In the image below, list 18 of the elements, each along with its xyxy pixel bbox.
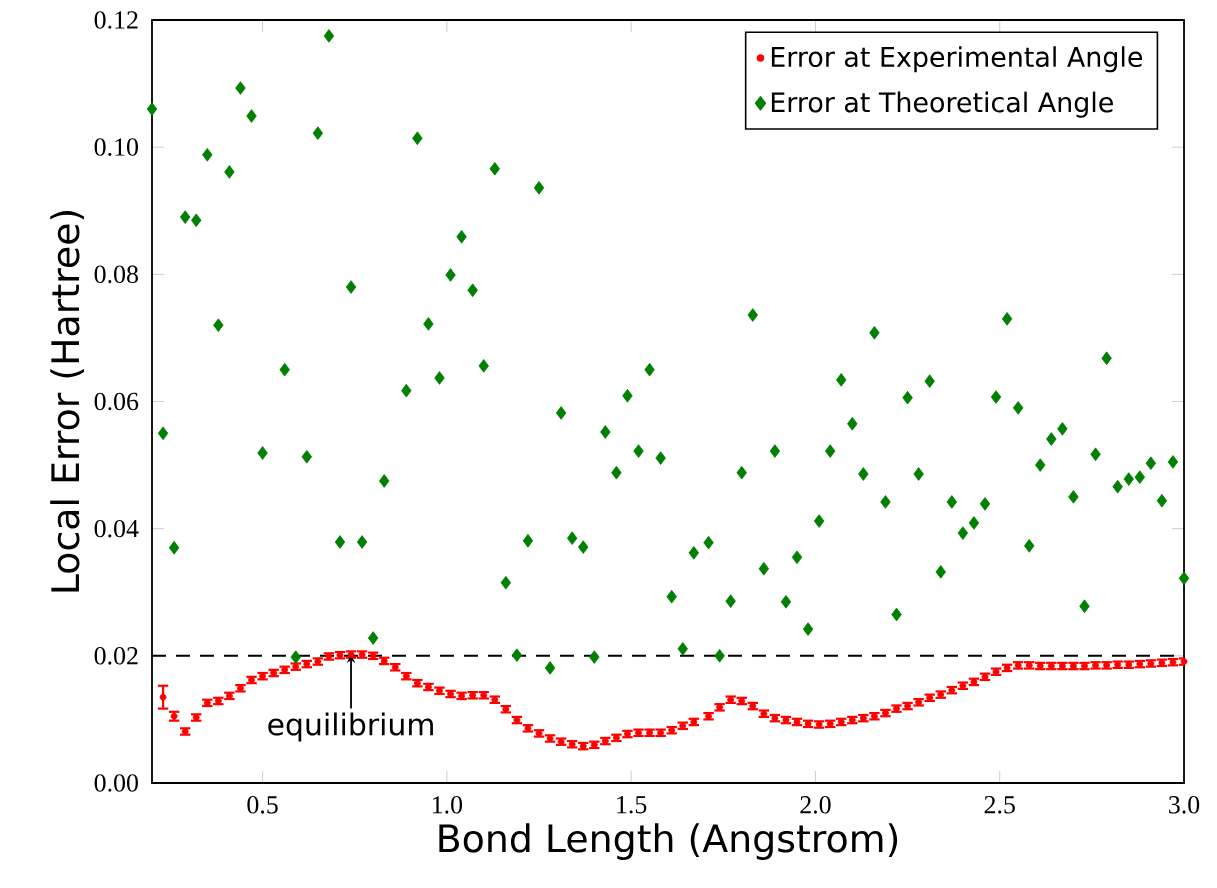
- x-tick-label: 0.5: [247, 796, 278, 814]
- y-tick-label: 0.10: [94, 138, 138, 156]
- x-tick-label: 2.0: [800, 796, 831, 814]
- x-tick-label: 2.5: [984, 796, 1015, 814]
- x-tick-label: 1.5: [617, 796, 647, 814]
- y-tick-label: 0.02: [94, 647, 138, 665]
- y-tick-label: 0.12: [94, 11, 138, 29]
- legend-label: Error at Experimental Angle: [771, 46, 1143, 73]
- y-tick-label: 0.06: [94, 392, 139, 411]
- y-tick-label: 0.00: [94, 774, 138, 792]
- x-axis-title: Bond Length (Angstrom): [439, 823, 898, 860]
- y-axis-title: Local Error (Hartree): [50, 211, 84, 592]
- legend-label: Error at Theoretical Angle: [771, 91, 1113, 118]
- y-tick-label: 0.04: [94, 519, 139, 538]
- x-tick-label: 1.0: [432, 796, 463, 814]
- annotation: equilibrium: [268, 712, 433, 742]
- y-tick-label: 0.08: [94, 265, 138, 284]
- x-tick-label: 3.0: [1169, 796, 1200, 814]
